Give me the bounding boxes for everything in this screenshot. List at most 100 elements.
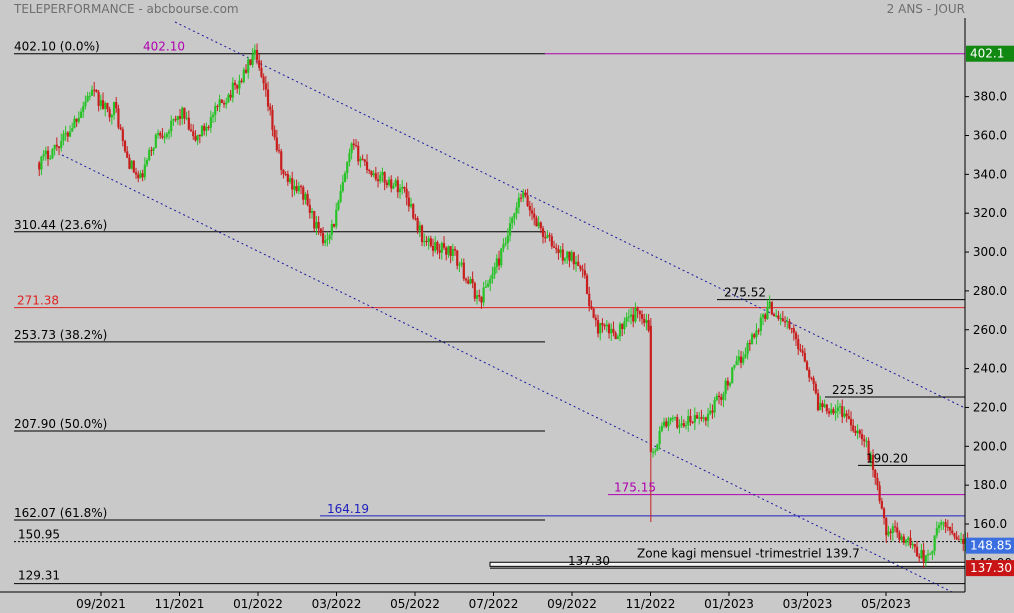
candle-233 xyxy=(550,233,553,250)
candle-181 xyxy=(436,240,439,255)
candle-body-101 xyxy=(260,67,263,77)
candle-282 xyxy=(658,426,661,450)
candle-408 xyxy=(935,521,938,539)
candle-body-288 xyxy=(671,417,674,419)
candle-body-329 xyxy=(761,314,765,318)
candle-343 xyxy=(792,324,795,341)
candle-242 xyxy=(570,250,573,262)
candle-body-371 xyxy=(854,430,857,434)
candle-body-113 xyxy=(286,173,289,182)
candle-117 xyxy=(295,179,298,194)
candle-232 xyxy=(548,232,551,242)
candle-body-241 xyxy=(568,251,571,261)
candle-body-293 xyxy=(682,423,685,427)
candle-22 xyxy=(86,91,89,103)
candle-261 xyxy=(612,321,615,337)
candle-164 xyxy=(398,184,402,199)
candle-body-354 xyxy=(816,393,820,411)
candle-96 xyxy=(249,59,252,66)
candle-135 xyxy=(335,202,338,230)
candle-body-203 xyxy=(484,286,487,288)
candle-237 xyxy=(559,246,562,258)
candle-165 xyxy=(401,179,404,195)
candle-188 xyxy=(451,243,454,261)
candle-body-111 xyxy=(282,169,285,174)
candle-381 xyxy=(876,472,879,491)
candle-163 xyxy=(396,176,399,198)
candle-289 xyxy=(673,416,677,421)
candle-body-276 xyxy=(645,320,648,323)
candle-307 xyxy=(713,396,716,418)
candle-body-56 xyxy=(161,135,164,138)
candle-196 xyxy=(469,276,472,285)
candle-17 xyxy=(75,118,78,127)
candle-120 xyxy=(302,185,305,205)
candle-body-355 xyxy=(819,403,822,411)
candle-body-143 xyxy=(352,143,355,146)
kagi-zone-label: Zone kagi mensuel -trimestriel 139.7 xyxy=(637,546,860,560)
candle-204 xyxy=(486,280,490,288)
candle-body-96 xyxy=(249,59,252,65)
candle-355 xyxy=(819,395,822,411)
candle-199 xyxy=(475,290,479,305)
candle-body-49 xyxy=(145,160,149,165)
candle-body-383 xyxy=(880,500,883,509)
candle-311 xyxy=(722,391,725,408)
candle-body-170 xyxy=(412,204,415,219)
candle-386 xyxy=(887,526,890,537)
candle-body-154 xyxy=(376,179,380,182)
candle-body-45 xyxy=(137,174,140,179)
candle-body-397 xyxy=(911,544,914,546)
candle-body-16 xyxy=(73,118,76,129)
candle-body-407 xyxy=(933,535,936,551)
candle-262 xyxy=(614,331,617,340)
candle-48 xyxy=(143,157,146,181)
candle-155 xyxy=(379,171,382,184)
candle-body-17 xyxy=(75,118,78,122)
candle-287 xyxy=(669,417,672,425)
candle-body-283 xyxy=(660,426,663,432)
candle-389 xyxy=(893,520,897,533)
candle-319 xyxy=(739,350,743,369)
candle-body-35 xyxy=(115,102,118,109)
candle-189 xyxy=(453,246,457,256)
candle-405 xyxy=(929,552,932,555)
candle-body-271 xyxy=(634,308,637,322)
candle-body-136 xyxy=(337,201,340,210)
candle-body-216 xyxy=(513,213,516,218)
candle-176 xyxy=(425,235,428,246)
candle-326 xyxy=(755,323,758,345)
candle-225 xyxy=(533,207,536,226)
candle-157 xyxy=(383,171,386,191)
candle-102 xyxy=(262,73,265,91)
candle-body-386 xyxy=(887,531,890,536)
candle-body-13 xyxy=(66,132,69,137)
candle-body-54 xyxy=(156,132,160,135)
candle-274 xyxy=(640,310,644,325)
candle-body-57 xyxy=(163,136,166,138)
candle-body-32 xyxy=(108,109,111,118)
candle-body-159 xyxy=(387,179,391,186)
candle-body-164 xyxy=(398,188,402,193)
candle-393 xyxy=(902,533,905,546)
candle-body-416 xyxy=(953,533,956,537)
candle-211 xyxy=(502,238,505,253)
candle-body-55 xyxy=(159,132,162,136)
candle-241 xyxy=(568,251,571,268)
last-price-badge: 148.85 xyxy=(966,537,1014,554)
candle-body-400 xyxy=(918,556,921,559)
candle-409 xyxy=(937,522,941,533)
candle-body-363 xyxy=(836,407,839,412)
candle-314 xyxy=(728,381,732,388)
level-label-3: 225.35 xyxy=(832,383,874,397)
candle-body-39 xyxy=(123,140,127,152)
candle-body-117 xyxy=(295,186,298,192)
candle-354 xyxy=(816,389,820,412)
candle-264 xyxy=(618,321,622,342)
candle-body-265 xyxy=(621,323,624,330)
candle-body-357 xyxy=(823,404,826,407)
candle-257 xyxy=(603,323,606,330)
candle-341 xyxy=(788,318,791,330)
y-tick-label-5: 260.0 xyxy=(973,323,1007,337)
candle-401 xyxy=(920,543,923,560)
